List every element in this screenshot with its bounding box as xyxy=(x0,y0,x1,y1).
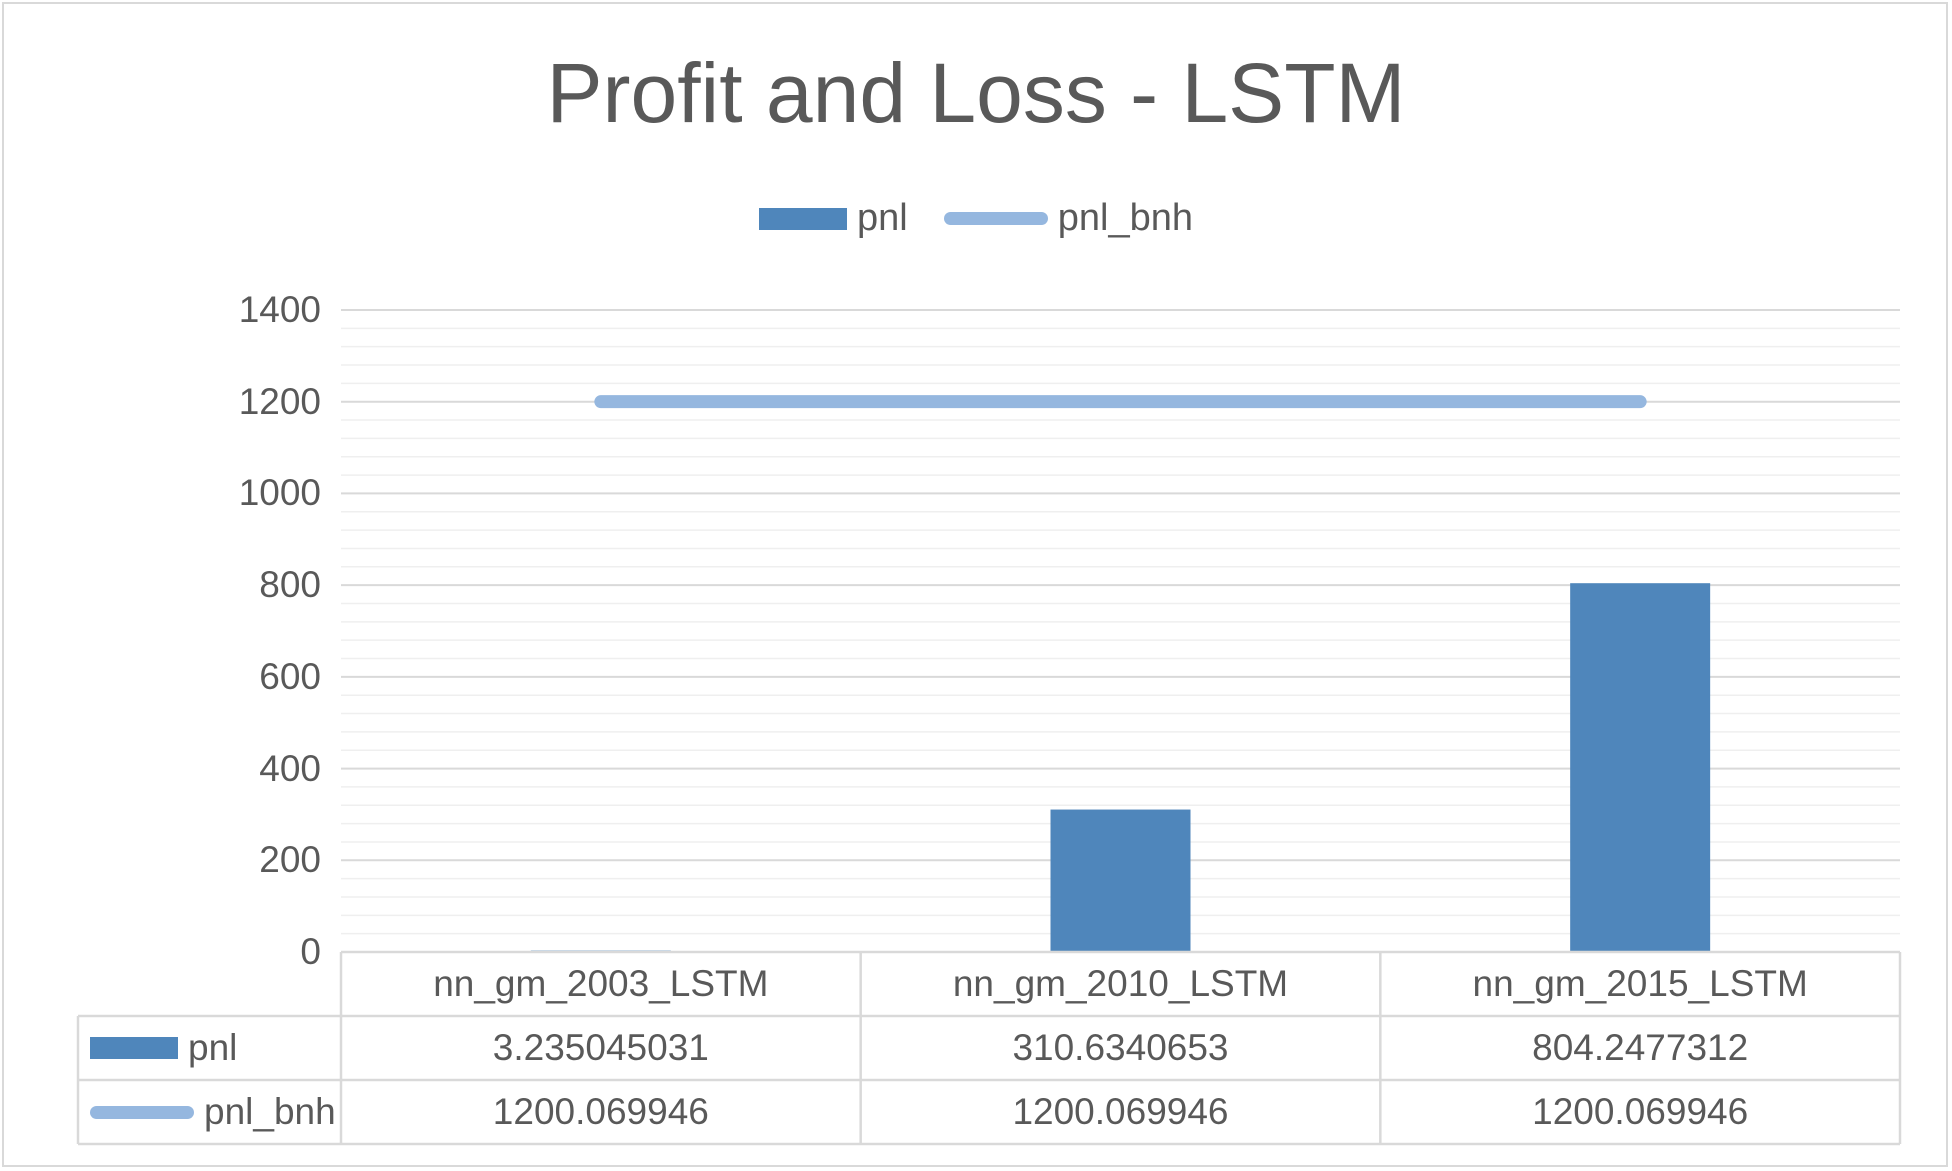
y-tick-label: 800 xyxy=(259,564,321,606)
legend-label-pnl: pnl xyxy=(857,197,908,239)
table-cell: 804.2477312 xyxy=(1532,1027,1749,1068)
table-row-header: pnl xyxy=(78,1016,341,1080)
table-row-label: pnl xyxy=(188,1027,238,1068)
table-cell: 1200.069946 xyxy=(1532,1091,1749,1132)
y-tick-label: 600 xyxy=(259,655,321,697)
table-legend-key xyxy=(90,1105,194,1119)
x-tick-label: nn_gm_2003_LSTM xyxy=(433,963,769,1004)
legend-swatch-pnl xyxy=(759,207,848,230)
y-tick-label: 200 xyxy=(259,839,321,881)
bar-pnl xyxy=(1050,809,1191,952)
table-cell: 1200.069946 xyxy=(1012,1091,1229,1132)
legend-item-pnl: pnl xyxy=(759,197,908,240)
table-row-label: pnl_bnh xyxy=(204,1091,336,1132)
table-cell: 3.235045031 xyxy=(492,1027,709,1068)
chart-title: Profit and Loss - LSTM xyxy=(546,46,1406,140)
y-tick-label: 1200 xyxy=(238,380,321,422)
bar-pnl xyxy=(1570,583,1711,952)
table-row-header: pnl_bnh xyxy=(78,1080,341,1144)
table-cell: 310.6340653 xyxy=(1012,1027,1229,1068)
x-tick-label: nn_gm_2010_LSTM xyxy=(952,963,1289,1004)
y-tick-label: 0 xyxy=(300,931,321,972)
y-tick-label: 1000 xyxy=(238,472,321,514)
legend-swatch-pnl-bnh xyxy=(943,212,1048,225)
legend-item-pnl-bnh: pnl_bnh xyxy=(943,197,1193,240)
y-tick-label: 1400 xyxy=(238,289,321,330)
legend: pnl pnl_bnh xyxy=(0,197,1952,240)
legend-label-pnl-bnh: pnl_bnh xyxy=(1057,197,1193,239)
x-tick-label: nn_gm_2015_LSTM xyxy=(1472,963,1808,1004)
table-legend-key xyxy=(90,1037,178,1059)
y-tick-label: 400 xyxy=(259,747,321,789)
table-cell: 1200.069946 xyxy=(492,1091,709,1132)
